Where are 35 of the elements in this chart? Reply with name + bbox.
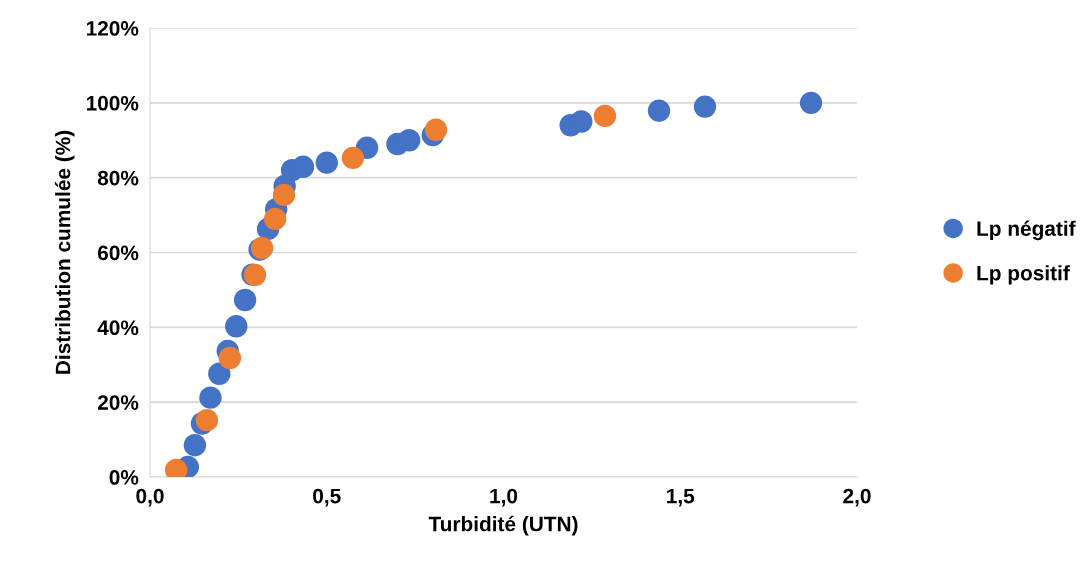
point: [218, 346, 242, 370]
x-tick-label: 0,5: [313, 488, 341, 507]
point: [315, 151, 338, 174]
point: [183, 434, 207, 457]
x-tick-label: 0,0: [136, 488, 164, 507]
y-tick-label: 40%: [97, 320, 139, 336]
y-tick-label: 0%: [109, 470, 139, 485]
x-axis-title: Turbidité (UTN): [428, 515, 578, 536]
point: [199, 386, 222, 409]
y-tick-label: 100%: [86, 95, 139, 111]
x-tick-label: 1,5: [667, 488, 695, 507]
point: [272, 183, 296, 207]
point: [233, 288, 257, 312]
point: [647, 99, 671, 122]
point: [225, 315, 248, 338]
point: [263, 207, 287, 231]
point: [693, 95, 717, 118]
y-tick-label: 60%: [97, 245, 139, 261]
point: [593, 104, 617, 128]
point: [195, 408, 219, 432]
point: [799, 91, 823, 115]
point: [341, 146, 365, 170]
y-axis-title: Distribution cumulée (%): [54, 130, 75, 374]
point: [397, 129, 421, 152]
x-tick-label: 1,0: [490, 488, 518, 507]
point: [208, 362, 231, 385]
y-tick-label: 80%: [97, 170, 139, 186]
point: [570, 110, 593, 133]
point: [424, 118, 448, 141]
legend-label: Lp positif: [977, 265, 1070, 285]
point: [291, 155, 315, 179]
legend-label: Lp négatif: [977, 220, 1076, 241]
y-tick-label: 120%: [86, 21, 139, 36]
x-tick-label: 2,0: [843, 488, 871, 507]
y-tick-label: 20%: [97, 395, 139, 410]
